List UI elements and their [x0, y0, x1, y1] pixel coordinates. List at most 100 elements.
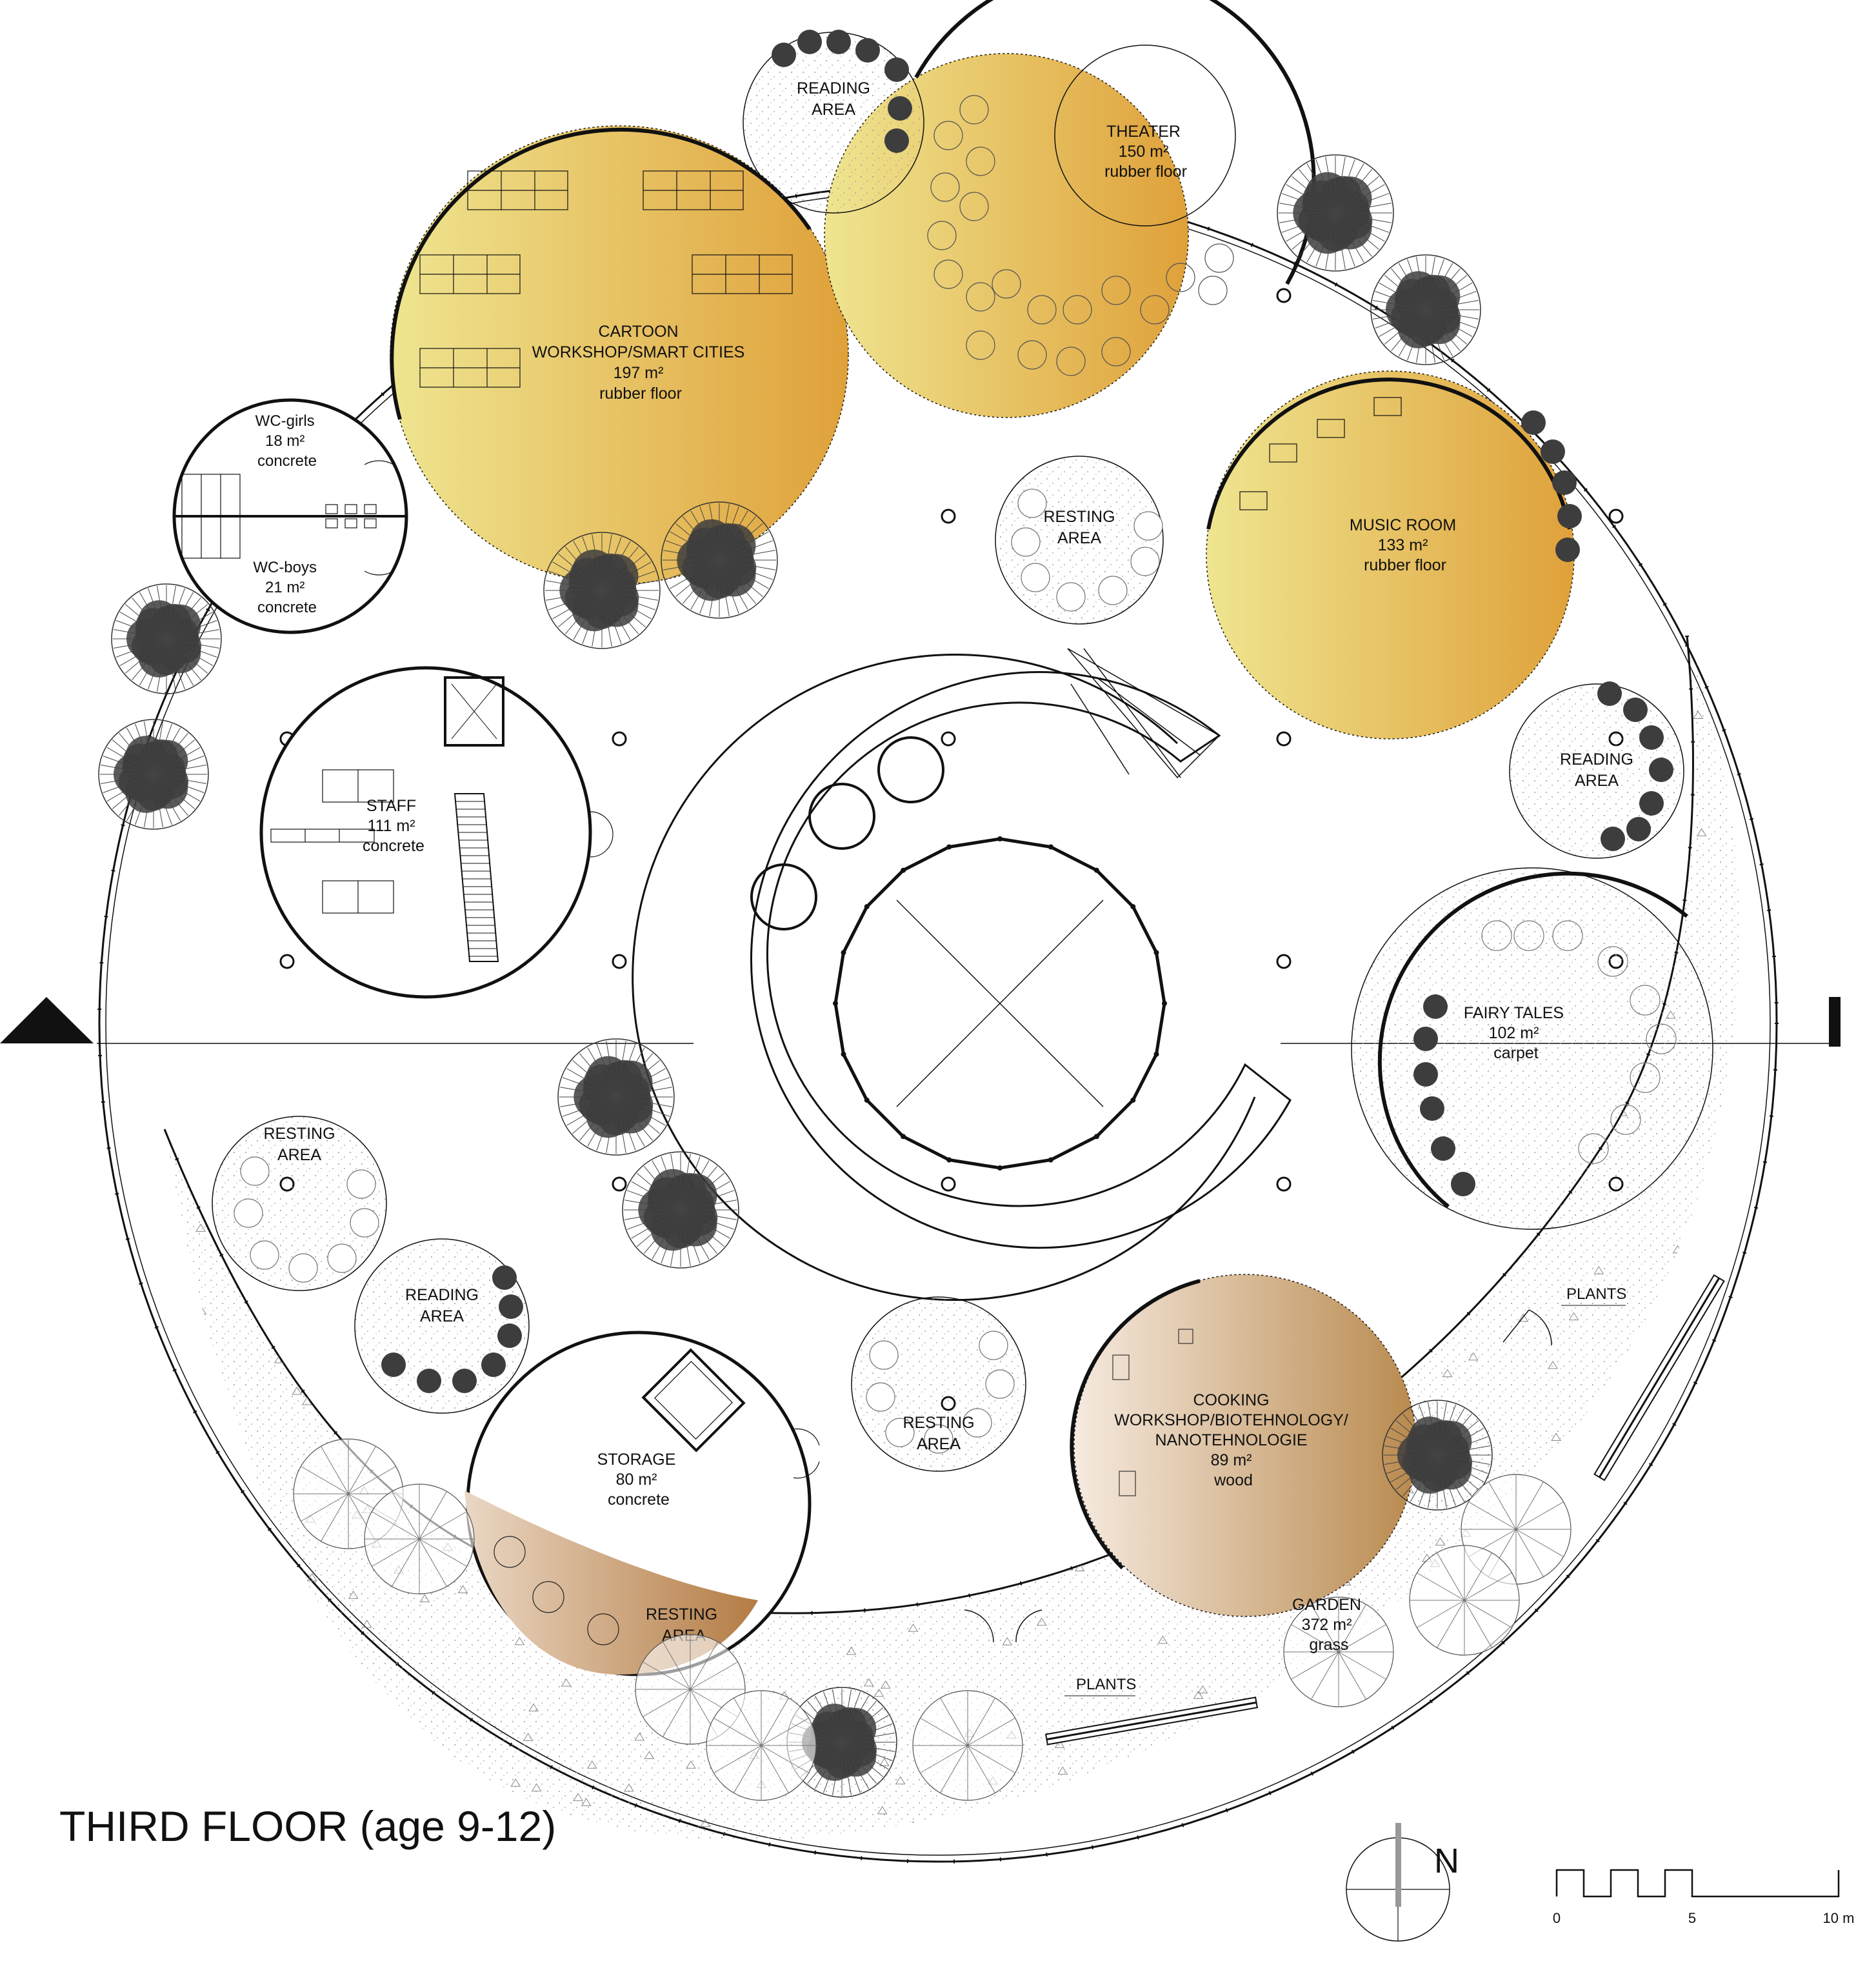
- ground-mark: [1464, 1827, 1475, 1836]
- shrub-branch: [719, 559, 769, 589]
- shrub-icon: [557, 1038, 675, 1156]
- atrium-post: [841, 950, 846, 956]
- atrium-post: [841, 1051, 846, 1057]
- room-label-theater: THEATER 150 m² rubber floor: [1104, 123, 1187, 181]
- tree-branch: [1515, 1529, 1564, 1557]
- ground-mark: [339, 1654, 350, 1664]
- ground-mark: [1002, 1637, 1013, 1645]
- shrub-branch: [587, 1096, 617, 1147]
- shrub-branch: [153, 732, 188, 775]
- shrub-branch: [112, 774, 154, 809]
- seat-dark: [1451, 1172, 1475, 1196]
- shrub-branch: [112, 739, 154, 775]
- ground-mark: [1664, 1696, 1674, 1705]
- seat-cushion: [1098, 576, 1128, 605]
- seat-dark: [1413, 1027, 1438, 1051]
- seat-cushion: [350, 1208, 379, 1238]
- ground-mark: [586, 1760, 597, 1769]
- shrub-branch: [719, 506, 739, 561]
- atrium-post: [1162, 1001, 1167, 1006]
- atrium-post: [1130, 1097, 1136, 1103]
- room-fairy-tales[interactable]: FAIRY TALES 102 m² carpet: [1351, 867, 1713, 1230]
- shrub-branch: [675, 559, 720, 598]
- area-label: RESTING AREA: [263, 1125, 335, 1164]
- seat-cushion: [959, 192, 989, 221]
- shrub-branch: [719, 510, 748, 561]
- ground-mark: [1483, 1789, 1494, 1798]
- room-staff[interactable]: STAFF 111 m² concrete: [259, 666, 614, 999]
- tree-branch: [920, 1745, 968, 1773]
- ground-mark: [1700, 1826, 1711, 1835]
- seat-cushion: [933, 259, 963, 289]
- shrub-branch: [841, 1742, 861, 1793]
- shrub-branch: [719, 531, 769, 561]
- seat-cushion: [1630, 985, 1661, 1016]
- shrub-branch: [719, 523, 763, 561]
- ground-mark: [528, 1703, 539, 1712]
- shrub-branch: [709, 559, 720, 616]
- ground-mark: [1054, 1740, 1065, 1748]
- seat-cushion: [979, 1331, 1008, 1360]
- shrub-branch: [166, 611, 214, 639]
- tree-branch: [967, 1745, 995, 1793]
- shrub-branch: [601, 561, 652, 591]
- tree-branch: [920, 1718, 968, 1746]
- room-label-cooking: COOKING WORKSHOP/BIOTEHNOLOGY/ NANOTEHNO…: [1114, 1391, 1353, 1489]
- shrub-branch: [579, 1096, 617, 1141]
- tree-branch: [1291, 1624, 1339, 1653]
- tree-branch: [690, 1642, 718, 1690]
- shrub-branch: [562, 1096, 617, 1117]
- room-music[interactable]: MUSIC ROOM 133 m² rubber floor: [1206, 370, 1582, 739]
- shrub-branch: [1384, 309, 1426, 345]
- column: [941, 731, 956, 747]
- tree-icon: [364, 1483, 475, 1594]
- room-cartoon-workshop[interactable]: CARTOON WORKSHOP/SMART CITIES 197 m² rub…: [390, 125, 849, 585]
- room-cooking[interactable]: COOKING WORKSHOP/BIOTEHNOLOGY/ NANOTEHNO…: [1070, 1274, 1417, 1617]
- shrub-branch: [680, 1209, 718, 1254]
- ground-mark: [573, 1793, 584, 1802]
- shrub-branch: [166, 638, 176, 692]
- core-planter: [808, 783, 875, 850]
- shrub-branch: [100, 774, 154, 784]
- shrub-branch: [548, 590, 603, 610]
- shrub-branch: [1384, 1454, 1438, 1465]
- ground-mark: [863, 1678, 874, 1687]
- ground-mark: [275, 1755, 286, 1764]
- seat-dark: [884, 128, 909, 153]
- shrub-branch: [615, 1096, 666, 1126]
- tree-branch: [967, 1745, 1015, 1773]
- tree-branch: [761, 1698, 789, 1746]
- room-wc[interactable]: WC-girls 18 m² concrete WC-boys 21 m² co…: [172, 398, 408, 634]
- shrub-branch: [153, 747, 201, 775]
- shrub-branch: [680, 1156, 701, 1211]
- shrub-branch: [1402, 1454, 1438, 1497]
- shrub-branch: [125, 604, 167, 639]
- shrub-branch: [166, 604, 208, 639]
- shrub-outline: [1370, 254, 1481, 365]
- ground-mark: [700, 1818, 711, 1827]
- ground-mark: [1534, 1628, 1545, 1636]
- shrub-branch: [615, 1053, 654, 1098]
- shrub-branch: [1416, 309, 1426, 363]
- wc-fixtures: [181, 460, 394, 576]
- area-label: RESTING AREA: [1043, 508, 1115, 547]
- shrub-branch: [1425, 291, 1477, 310]
- shrub-branch: [1437, 1413, 1472, 1456]
- area-1: RESTING AREA: [995, 456, 1164, 625]
- shrub-branch: [680, 1154, 691, 1211]
- drawing-title: THIRD FLOOR (age 9-12): [59, 1802, 556, 1850]
- shrub-outline: [661, 501, 778, 619]
- seat-cushion: [959, 95, 989, 125]
- seat-cushion: [1630, 1062, 1661, 1093]
- area-label: READING AREA: [1560, 750, 1633, 790]
- shrub-branch: [1425, 309, 1479, 319]
- shrub-branch: [601, 547, 639, 591]
- shrub-branch: [719, 504, 730, 561]
- tree-branch: [761, 1718, 809, 1746]
- seat-cushion: [992, 269, 1021, 299]
- shrub-branch: [582, 590, 603, 645]
- shrub-branch: [680, 1209, 710, 1260]
- elevator-shaft: [444, 676, 504, 747]
- ground-mark: [846, 1646, 857, 1655]
- ground-mark: [1657, 1544, 1668, 1553]
